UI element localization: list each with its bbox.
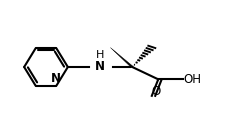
Text: H: H xyxy=(95,50,104,60)
Text: N: N xyxy=(51,72,61,85)
Text: N: N xyxy=(95,60,105,74)
Polygon shape xyxy=(110,48,133,67)
Text: O: O xyxy=(151,85,160,98)
Text: OH: OH xyxy=(183,73,200,86)
